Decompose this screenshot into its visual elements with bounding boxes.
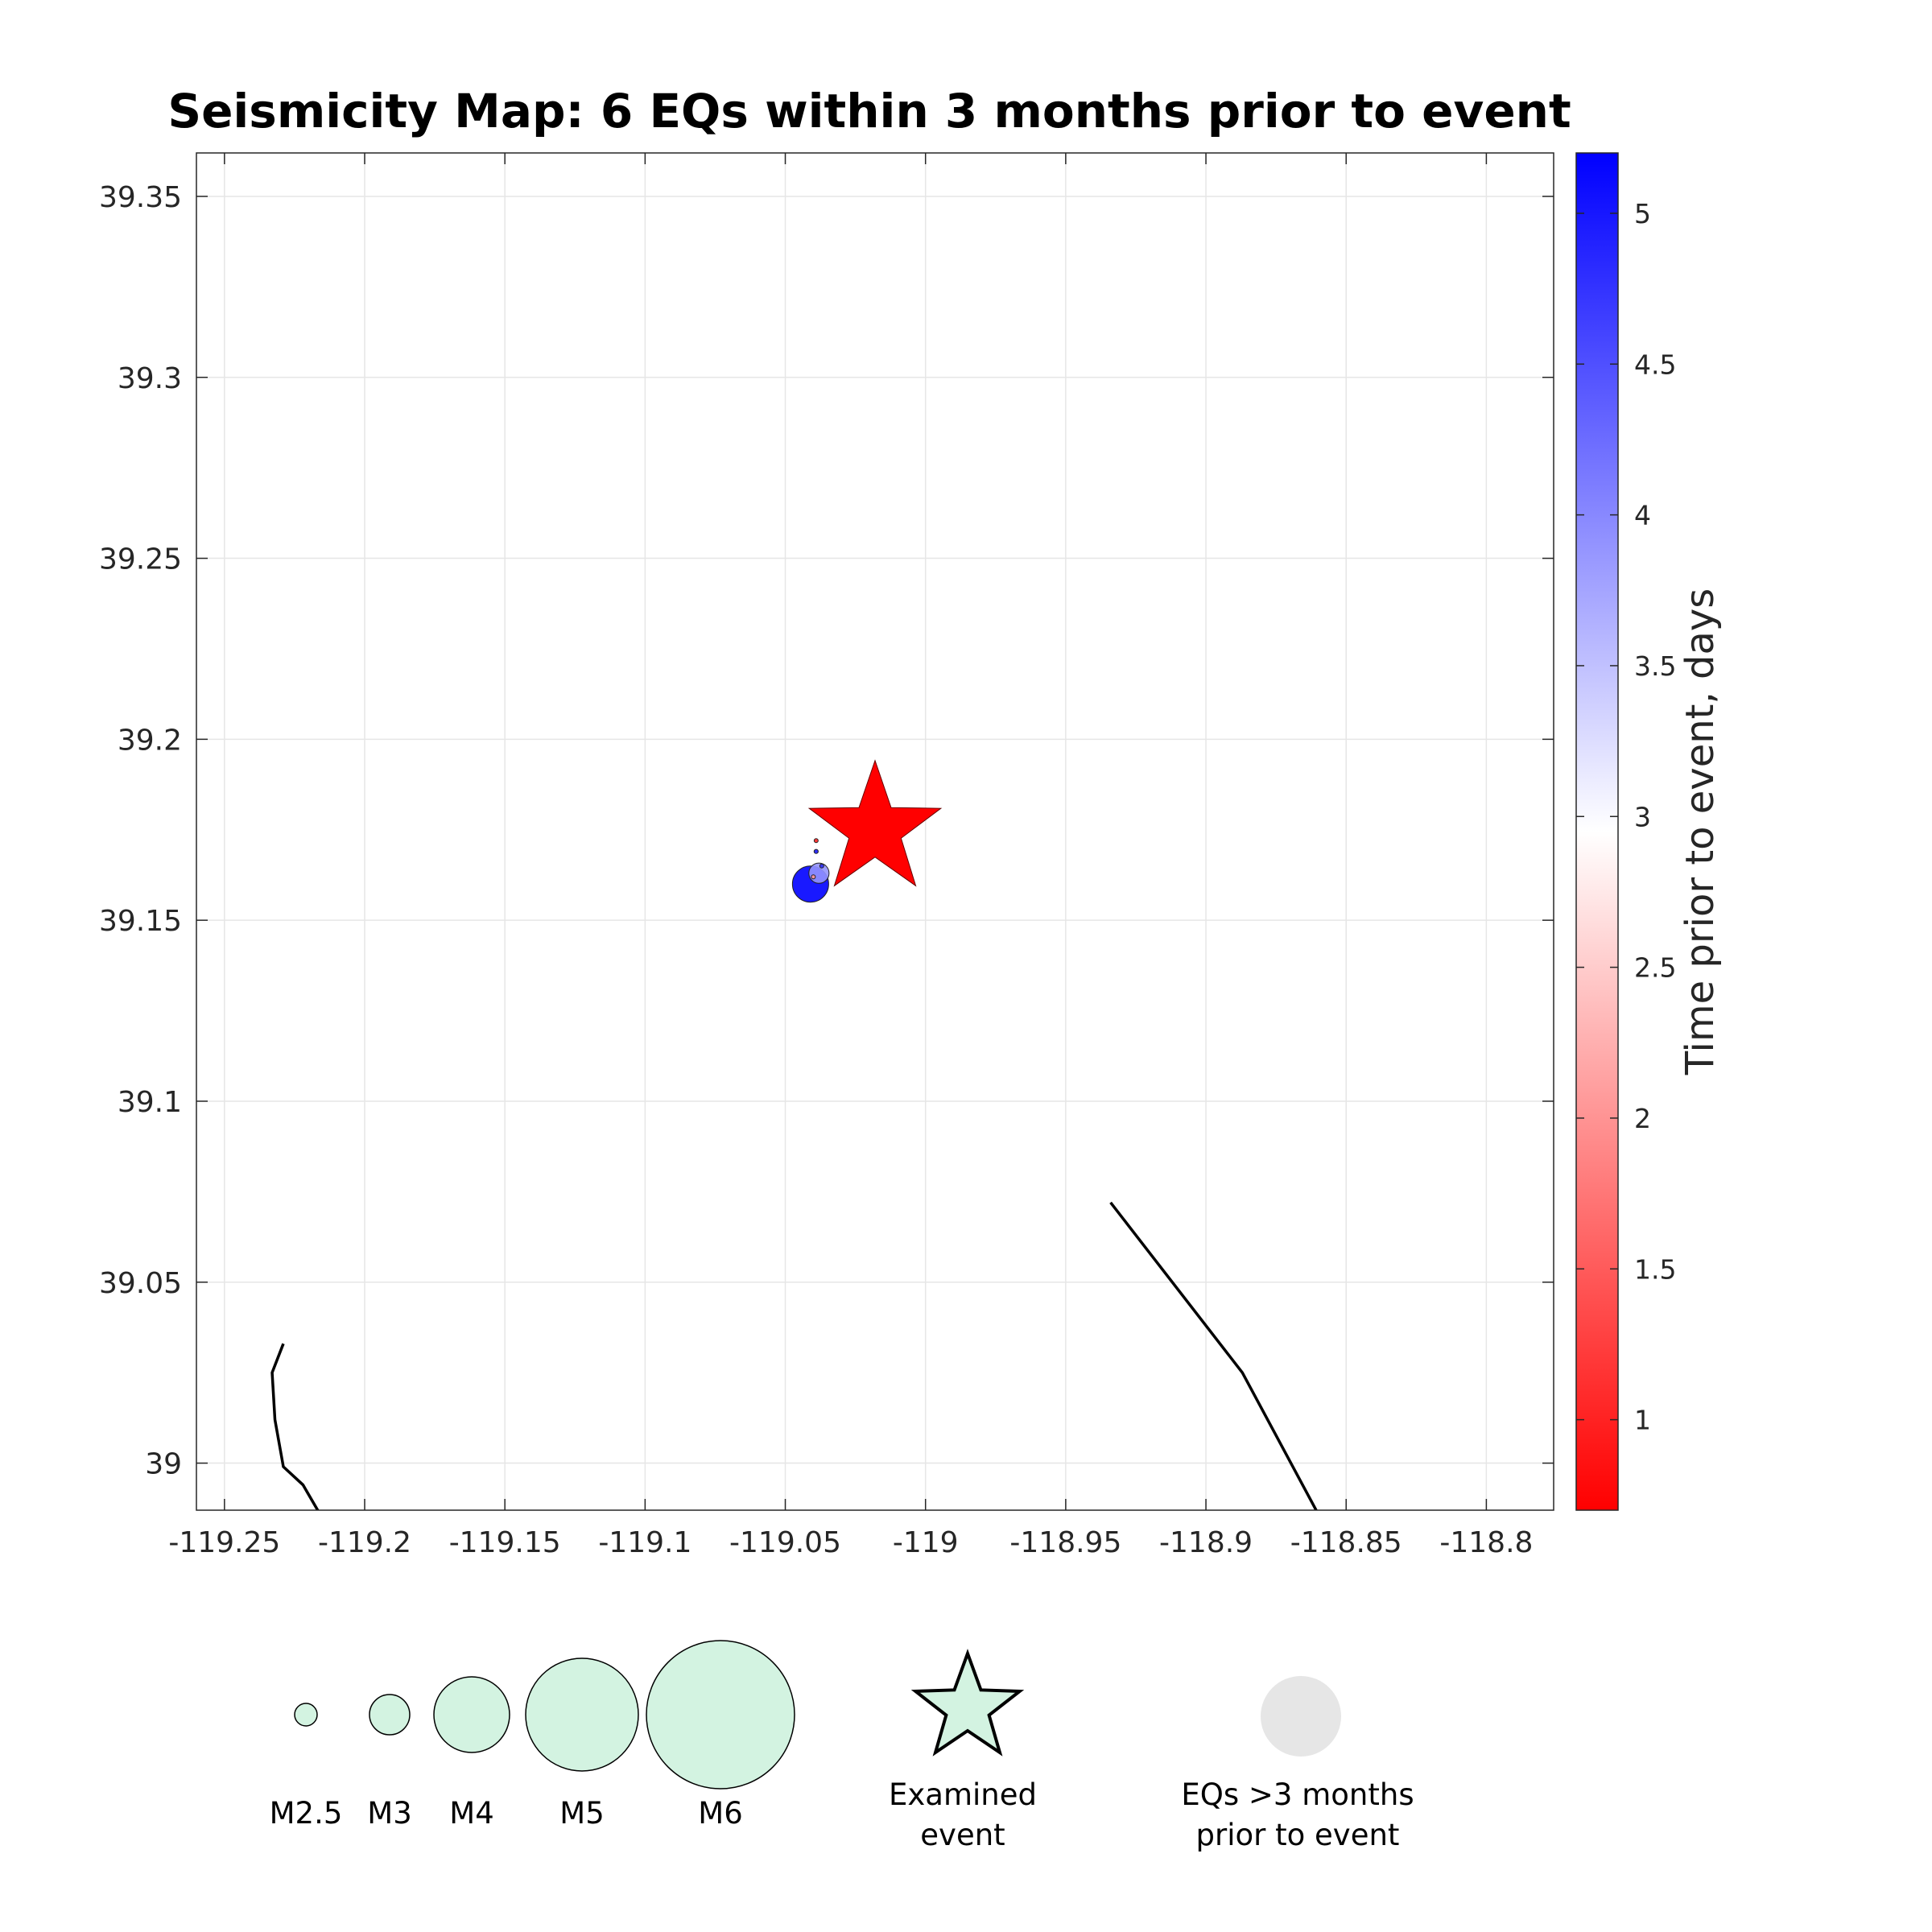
earthquake-marker-4 — [819, 863, 824, 869]
colorbar-tick-label: 4.5 — [1634, 349, 1676, 380]
earthquake-marker-1 — [808, 862, 830, 884]
colorbar-tick-label: 2.5 — [1634, 952, 1676, 984]
x-tick-label: -119.25 — [168, 1526, 280, 1559]
colorbar-frame — [1575, 152, 1619, 1511]
legend-star-icon — [910, 1649, 1025, 1757]
legend-old-eq-label: EQs >3 months — [1181, 1777, 1414, 1812]
legend-magnitude-label: M4 — [449, 1796, 493, 1831]
colorbar-tick-label: 5 — [1634, 198, 1651, 229]
legend-magnitude-circle-0 — [294, 1703, 318, 1727]
earthquake-markers — [791, 838, 830, 903]
colorbar-label: Time prior to event, days — [1678, 588, 1723, 1076]
x-tick-label: -119.1 — [598, 1526, 691, 1559]
y-tick-label: 39.35 — [99, 181, 182, 214]
axis-ticks: -119.25 -119.2 -119.15 -119.1 -119.05 -119 -11… — [99, 153, 1554, 1559]
colorbar-gradient — [1576, 153, 1618, 1510]
plot-frame — [196, 152, 1554, 1511]
fault-lines — [270, 1201, 1318, 1510]
legend-magnitude-circle-4 — [646, 1640, 795, 1790]
chart-title: Seismicity Map: 6 EQs within 3 months pr… — [167, 84, 1571, 138]
x-tick-label: -118.85 — [1290, 1526, 1402, 1559]
x-tick-label: -119 — [893, 1526, 959, 1559]
legend-old-eq-label: prior to event — [1196, 1818, 1400, 1852]
legend-examined-label: event — [920, 1818, 1005, 1852]
earthquake-marker-3 — [813, 838, 819, 844]
legend-magnitude-label: M5 — [559, 1796, 604, 1831]
legend: M2.5 M3 M4 M5 M6 Examined event EQs >3 months pr… — [270, 1640, 1414, 1852]
legend-magnitude-label: M6 — [698, 1796, 742, 1831]
y-tick-label: 39.1 — [118, 1086, 182, 1119]
x-tick-label: -118.95 — [1009, 1526, 1121, 1559]
fault-line-1 — [1109, 1201, 1318, 1510]
x-tick-label: -118.8 — [1439, 1526, 1533, 1559]
y-tick-label: 39.15 — [99, 905, 182, 938]
map-plot: -119.25 -119.2 -119.15 -119.1 -119.05 -119 -11… — [99, 152, 1554, 1559]
legend-magnitude-label: M3 — [367, 1796, 411, 1831]
legend-old-eq-circle — [1261, 1676, 1341, 1757]
examined-event-star — [807, 759, 943, 887]
y-tick-label: 39.25 — [99, 543, 182, 576]
x-tick-label: -118.9 — [1159, 1526, 1253, 1559]
x-tick-label: -119.05 — [729, 1526, 841, 1559]
legend-magnitude-circle-2 — [433, 1676, 510, 1753]
colorbar-tick-label: 3 — [1634, 801, 1651, 832]
x-tick-label: -119.2 — [318, 1526, 411, 1559]
colorbar-tick-label: 1.5 — [1634, 1253, 1676, 1285]
colorbar-tick-label: 1 — [1634, 1405, 1651, 1436]
colorbar-tick-label: 4 — [1634, 500, 1651, 531]
grid-lines — [196, 153, 1554, 1510]
earthquake-marker-2 — [813, 848, 819, 854]
legend-examined-label: Examined — [889, 1777, 1037, 1812]
colorbar: 1 1.5 2 2.5 3 3.5 4 4.5 5 Time prior to event, d… — [1575, 152, 1723, 1511]
legend-magnitude-circle-3 — [525, 1657, 639, 1772]
earthquake-marker-5 — [811, 874, 816, 880]
x-tick-label: -119.15 — [449, 1526, 561, 1559]
colorbar-tick-label: 2 — [1634, 1103, 1651, 1134]
y-tick-label: 39.3 — [118, 362, 182, 395]
examined-event — [807, 759, 943, 887]
colorbar-ticks: 1 1.5 2 2.5 3 3.5 4 4.5 5 — [1576, 198, 1676, 1436]
legend-magnitude-label: M2.5 — [270, 1796, 343, 1831]
y-tick-label: 39.2 — [118, 724, 182, 757]
y-tick-label: 39.05 — [99, 1267, 182, 1300]
colorbar-tick-label: 3.5 — [1634, 650, 1676, 682]
legend-magnitude-circle-1 — [369, 1694, 411, 1736]
fault-line-0 — [270, 1343, 320, 1510]
y-tick-label: 39 — [145, 1448, 182, 1481]
